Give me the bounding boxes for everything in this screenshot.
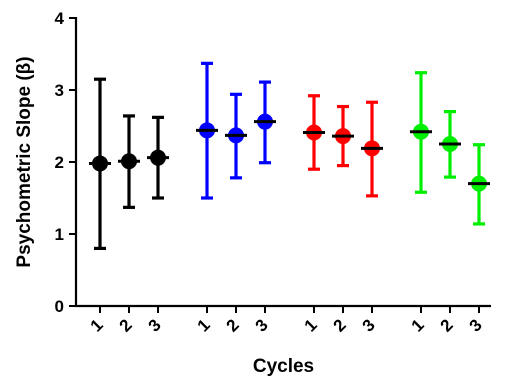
error-bar-point <box>118 114 140 209</box>
x-tick-label: 2 <box>437 315 457 335</box>
y-tick-label: 4 <box>55 9 65 28</box>
error-bar-point <box>439 109 461 179</box>
x-tick-label: 3 <box>359 315 379 335</box>
y-tick-label: 3 <box>55 81 64 100</box>
error-bar-point <box>147 115 169 200</box>
x-tick-label: 2 <box>223 315 243 335</box>
error-bar-point <box>410 71 432 194</box>
x-axis-title: Cycles <box>253 356 314 377</box>
error-bar-point <box>196 61 218 200</box>
x-tick-label: 1 <box>301 315 321 335</box>
y-tick-label: 1 <box>55 225 64 244</box>
y-tick-label: 0 <box>55 297 64 316</box>
x-tick-label: 3 <box>466 315 486 335</box>
error-bar-point <box>89 77 111 250</box>
error-bar-point <box>303 94 325 171</box>
error-bar-point <box>332 104 354 168</box>
y-axis-ticks: 0 1 2 3 4 <box>55 9 76 316</box>
error-bar-point <box>468 143 490 226</box>
y-tick-label: 2 <box>55 153 64 172</box>
chart-marks <box>89 61 490 250</box>
x-tick-label: 2 <box>116 315 136 335</box>
x-tick-label: 1 <box>194 315 214 335</box>
x-tick-label: 2 <box>330 315 350 335</box>
x-tick-label: 3 <box>145 315 165 335</box>
x-tick-label: 1 <box>408 315 428 335</box>
x-tick-label: 1 <box>87 315 107 335</box>
y-axis-title: Psychometric Slope (β) <box>14 56 35 267</box>
x-tick-label: 3 <box>252 315 272 335</box>
error-bar-point <box>361 100 383 198</box>
error-bar-point <box>225 92 247 180</box>
error-bar-point <box>254 80 276 165</box>
